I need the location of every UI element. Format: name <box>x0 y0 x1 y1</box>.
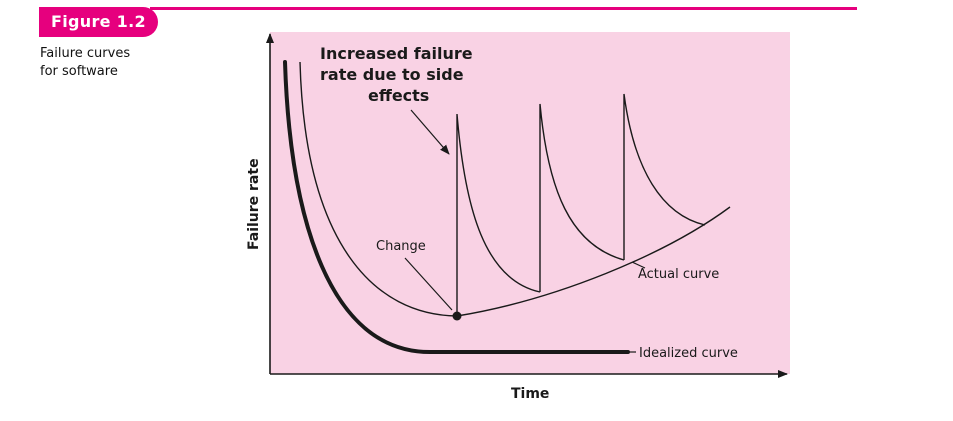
figure-header-rule <box>150 7 857 10</box>
failure-spike-3 <box>623 93 706 260</box>
x-axis-label: Time <box>511 386 549 402</box>
change-label: Change <box>376 239 426 254</box>
idealized-curve <box>283 60 630 354</box>
side-effects-annotation-line-3: effects <box>368 86 429 105</box>
change-pointer-line <box>404 257 453 311</box>
side-effects-annotation-line-1: Increased failure <box>320 44 473 63</box>
change-point-marker <box>452 311 462 321</box>
idealized-curve-label: Idealized curve <box>639 346 738 361</box>
figure-number-badge: Figure 1.2 <box>39 7 158 37</box>
actual-curve-leader <box>631 261 646 269</box>
side-effects-annotation-line-2: rate due to side <box>320 65 464 84</box>
plot-background <box>270 32 790 374</box>
y-axis-label: Failure rate <box>246 158 262 250</box>
figure-caption-line-1: Failure curves <box>40 46 131 61</box>
failure-spike-2 <box>539 103 625 292</box>
actual-curve-label: Actual curve <box>638 267 719 282</box>
figure-caption-line-2: for software <box>40 64 118 79</box>
side-effects-pointer-arrow <box>410 109 450 155</box>
failure-spike-1 <box>456 113 541 316</box>
figure-caption: Failure curves for software <box>40 45 170 81</box>
